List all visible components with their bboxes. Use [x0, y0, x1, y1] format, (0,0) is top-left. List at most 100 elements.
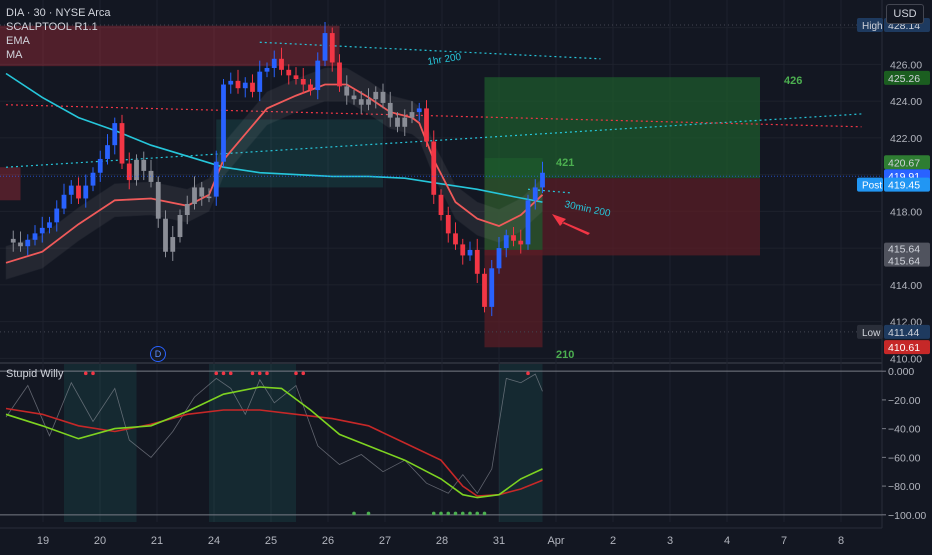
oversold-dot [460, 511, 465, 516]
candles-layer [10, 22, 545, 317]
time-axis[interactable]: 19 20 21 24 25 26 27 28 31 Apr 2 3 4 7 8 [37, 535, 844, 547]
oscillator-tick-label: −60.00 [888, 452, 921, 464]
candle-body [242, 82, 248, 89]
candle-body [467, 249, 473, 256]
candle-body [90, 172, 96, 186]
price-axis[interactable]: 410.00412.00414.00416.00418.00420.00422.… [857, 17, 930, 365]
stop-price-value-1: 415.64 [888, 244, 920, 256]
currency-button[interactable]: USD [886, 4, 924, 24]
supply-zone-small [0, 167, 21, 201]
candle-body [61, 194, 67, 209]
candle-body [76, 185, 81, 199]
ma-line [5, 72, 543, 203]
candle-body [489, 268, 495, 307]
oscillator-highlight-zone [209, 364, 296, 522]
candle-body [518, 240, 524, 245]
candle-body [511, 235, 516, 241]
overbought-dot [265, 371, 269, 376]
time-tick-label: 21 [151, 535, 163, 547]
time-tick-label: 27 [379, 535, 391, 547]
candle-body [228, 80, 234, 85]
candle-body [47, 222, 52, 228]
oscillator-title[interactable]: Stupid Willy [6, 368, 64, 380]
indicator-scalptool[interactable]: SCALPTOOL R1.1 [6, 21, 98, 33]
candle-body [373, 91, 379, 100]
candle-body [25, 239, 31, 247]
candle-body [192, 187, 197, 204]
oscillator-raw-line [5, 373, 543, 495]
price-tick-label: 422.00 [890, 133, 922, 145]
candle-body [97, 158, 103, 173]
candle-body [271, 58, 277, 68]
oversold-dot [439, 511, 443, 516]
time-tick-label: 31 [493, 535, 505, 547]
oscillator-highlight-zone [499, 364, 543, 522]
candle-body [184, 203, 190, 215]
time-tick-label: Apr [547, 535, 564, 547]
oscillator-tick-label: −20.00 [888, 395, 921, 407]
candle-body [474, 249, 480, 274]
pointer-arrow [552, 214, 590, 235]
candle-body [257, 71, 263, 92]
oversold-dot [468, 511, 472, 516]
stop-price-badge [884, 242, 930, 267]
trendline-label-1hr: 1hr 200 [427, 52, 463, 68]
chart-legend: DIA · 30 · NYSE Arca SCALPTOOL R1.1 EMA … [6, 6, 111, 62]
indicator-ema[interactable]: EMA [6, 35, 30, 47]
candle-body [68, 185, 74, 195]
low-badge [884, 324, 930, 339]
candle-body [496, 248, 502, 269]
target-label-210: 210 [556, 349, 574, 361]
oscillator-tick-label: −40.00 [888, 424, 921, 436]
candle-body [395, 117, 400, 127]
position-loss-zone [484, 249, 543, 348]
oversold-dot [352, 511, 356, 516]
candle-body [460, 244, 466, 256]
candle-body [199, 187, 205, 197]
oversold-dot [431, 511, 436, 516]
overbought-dot [250, 371, 255, 376]
candle-body [221, 84, 226, 162]
candle-body [351, 95, 357, 100]
oscillator-fast-line [5, 386, 543, 499]
candle-body [532, 187, 538, 201]
candle-body [119, 123, 125, 164]
oversold-dot [475, 511, 480, 516]
candle-body [83, 185, 89, 199]
candle-body [141, 159, 147, 171]
target-label-426: 426 [784, 75, 802, 87]
overbought-dot [83, 371, 88, 376]
low-tag [857, 324, 883, 339]
candle-body [213, 161, 219, 197]
oversold-dot [482, 511, 487, 516]
overbought-dot [91, 371, 95, 376]
symbol-title[interactable]: DIA · 30 · NYSE Arca [6, 7, 111, 19]
candle-body [177, 214, 183, 238]
stop-price-value-2: 415.64 [888, 256, 920, 268]
indicator-ma[interactable]: MA [6, 49, 23, 61]
dividend-marker[interactable]: D [150, 346, 166, 362]
time-tick-label: 19 [37, 535, 49, 547]
position-zones [0, 25, 760, 348]
candle-body [344, 86, 350, 96]
candle-body [503, 235, 509, 249]
time-tick-label: 28 [436, 535, 448, 547]
candle-body [39, 227, 45, 234]
candle-body [315, 60, 321, 91]
candle-body [54, 208, 60, 223]
overbought-dot [526, 371, 530, 376]
post-value: 419.45 [888, 180, 920, 192]
overbought-dot [294, 371, 298, 376]
time-tick-label: 24 [208, 535, 220, 547]
candle-body [155, 181, 161, 219]
trendline [527, 188, 572, 194]
time-tick-label: 26 [322, 535, 334, 547]
candle-body [286, 69, 292, 76]
high-tag-text: High [862, 21, 883, 32]
time-tick-label: 4 [724, 535, 730, 547]
target-label-421: 421 [556, 157, 574, 169]
